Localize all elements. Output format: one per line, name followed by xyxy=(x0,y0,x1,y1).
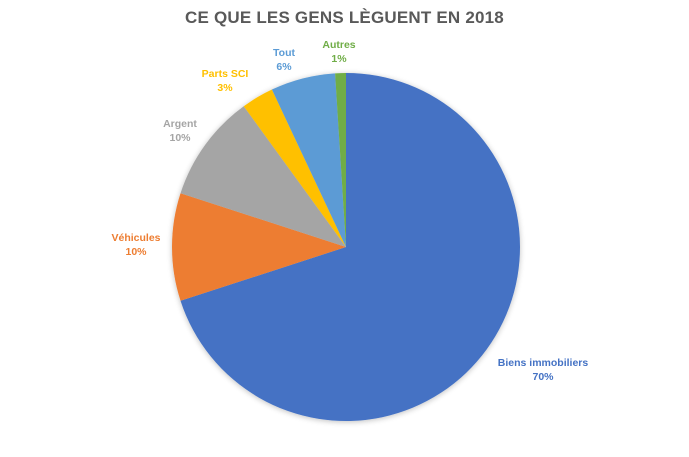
label-pct: 10% xyxy=(169,132,191,144)
label-pct: 1% xyxy=(331,53,347,65)
pie-slice-autres xyxy=(335,73,346,247)
label-pct: 10% xyxy=(125,246,147,258)
label-argent: Argent 10% xyxy=(163,117,197,145)
label-vehicules: Véhicules 10% xyxy=(111,231,160,259)
label-name: Autres xyxy=(322,39,356,51)
label-name: Tout xyxy=(273,47,295,59)
chart-title: CE QUE LES GENS LÈGUENT EN 2018 xyxy=(185,8,504,27)
pie-slice-v-hicules xyxy=(172,193,346,301)
label-pct: 3% xyxy=(217,82,233,94)
label-pct: 70% xyxy=(532,371,554,383)
pie-slices xyxy=(172,73,520,421)
pie-slice-tout xyxy=(271,73,346,247)
label-autres: Autres 1% xyxy=(322,38,355,66)
pie-slice-argent xyxy=(180,106,346,247)
label-pct: 6% xyxy=(276,61,292,73)
label-parts-sci: Parts SCI 3% xyxy=(202,67,249,95)
label-tout: Tout 6% xyxy=(273,46,295,74)
label-biens-immobiliers: Biens immobiliers 70% xyxy=(498,356,588,384)
label-name: Parts SCI xyxy=(201,68,249,80)
pie-slice-biens-immobiliers xyxy=(180,73,520,421)
pie-slice-parts-sci xyxy=(243,89,346,247)
label-name: Argent xyxy=(163,118,197,130)
label-name: Véhicules xyxy=(111,232,161,244)
label-name: Biens immobiliers xyxy=(497,357,589,369)
